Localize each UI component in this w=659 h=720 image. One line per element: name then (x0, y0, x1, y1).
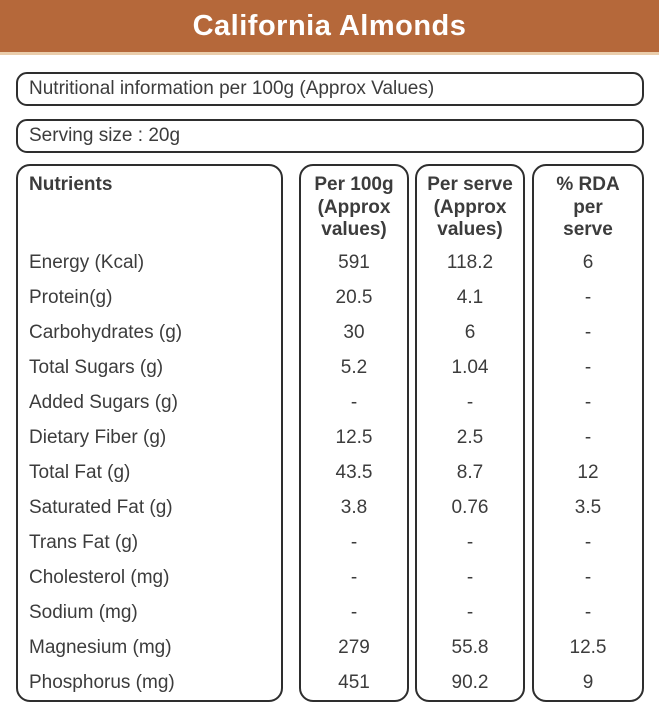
serving-size-pill: Serving size : 20g (16, 119, 644, 153)
nutrient-name: Trans Fat (g) (29, 531, 139, 553)
nutrient-name: Saturated Fat (g) (29, 496, 173, 518)
nutrient-name: Carbohydrates (g) (29, 321, 183, 343)
nutrient-value-perserve: - (466, 566, 474, 588)
nutrient-value-perserve: 0.76 (451, 496, 489, 518)
nutrient-value-perserve: - (466, 601, 474, 623)
nutrient-value-per100g: 591 (338, 251, 370, 273)
column-rda: % RDA per serve 6 - - - - - 12 3.5 - - - 12.5 9 (532, 164, 644, 702)
nutrient-value-perserve: 8.7 (456, 461, 484, 483)
nutrient-value-rda: - (584, 391, 592, 413)
nutrient-value-per100g: - (350, 391, 358, 413)
nutrient-value-perserve: - (466, 531, 474, 553)
nutrient-value-per100g: 279 (338, 636, 370, 658)
nutrient-value-rda: 12.5 (569, 636, 607, 658)
nutrient-value-perserve: 6 (464, 321, 476, 343)
nutrient-value-rda: 12 (577, 461, 599, 483)
nutrient-value-per100g: - (350, 566, 358, 588)
nutrient-value-per100g: - (350, 531, 358, 553)
nutrient-value-per100g: 12.5 (335, 426, 373, 448)
nutrition-table: Nutrients Energy (Kcal) Protein(g) Carbohy… (16, 164, 659, 702)
rda-rows: 6 - - - - - 12 3.5 - - - 12.5 9 (534, 245, 642, 700)
nutritional-info-text: Nutritional information per 100g (Approx… (29, 78, 435, 99)
nutrient-value-rda: 9 (582, 671, 594, 693)
nutrient-value-rda: - (584, 531, 592, 553)
nutrient-value-perserve: 118.2 (446, 251, 494, 273)
column-header-per-100g: Per 100g (Approx values) (314, 174, 394, 240)
nutrient-value-rda: - (584, 286, 592, 308)
nutrient-name: Phosphorus (mg) (29, 671, 175, 693)
nutritional-info-pill: Nutritional information per 100g (Approx… (16, 72, 644, 106)
nutrient-name: Dietary Fiber (g) (29, 426, 167, 448)
column-per-serve: Per serve (Approx values) 118.2 4.1 6 1.04 -… (415, 164, 525, 702)
serving-size-text: Serving size : 20g (29, 125, 181, 146)
nutrient-value-per100g: - (350, 601, 358, 623)
per-100g-rows: 591 20.5 30 5.2 - 12.5 43.5 3.8 - - - 279 451 (301, 245, 407, 700)
nutrient-value-per100g: 5.2 (340, 356, 368, 378)
nutrient-value-perserve: 90.2 (451, 671, 489, 693)
nutrient-value-rda: - (584, 321, 592, 343)
nutrient-value-rda: - (584, 426, 592, 448)
nutrient-value-perserve: - (466, 391, 474, 413)
column-header-per-serve: Per serve (Approx values) (427, 174, 513, 240)
nutrient-value-perserve: 1.04 (451, 356, 489, 378)
nutrients-rows: Energy (Kcal) Protein(g) Carbohydrates (g)… (18, 245, 281, 700)
column-nutrients: Nutrients Energy (Kcal) Protein(g) Carbohy… (16, 164, 283, 702)
nutrient-value-per100g: 3.8 (340, 496, 368, 518)
nutrient-name: Total Sugars (g) (29, 356, 164, 378)
nutrient-value-perserve: 4.1 (456, 286, 484, 308)
nutrient-value-rda: - (584, 601, 592, 623)
nutrient-name: Cholesterol (mg) (29, 566, 170, 588)
nutrient-value-rda: - (584, 356, 592, 378)
column-header-rda: % RDA per serve (556, 174, 620, 240)
column-header-nutrients: Nutrients (29, 174, 113, 195)
nutrient-value-rda: 3.5 (574, 496, 602, 518)
nutrient-value-rda: 6 (582, 251, 594, 273)
nutrient-value-per100g: 451 (338, 671, 370, 693)
nutrient-name: Magnesium (mg) (29, 636, 172, 658)
per-serve-rows: 118.2 4.1 6 1.04 - 2.5 8.7 0.76 - - - 55.8 90.2 (417, 245, 523, 700)
nutrient-value-rda: - (584, 566, 592, 588)
nutrient-name: Energy (Kcal) (29, 251, 145, 273)
page-title: California Almonds (192, 9, 467, 42)
nutrient-name: Total Fat (g) (29, 461, 131, 483)
nutrient-name: Protein(g) (29, 286, 113, 308)
nutrient-value-per100g: 20.5 (335, 286, 373, 308)
nutrient-value-perserve: 2.5 (456, 426, 484, 448)
nutrient-name: Added Sugars (g) (29, 391, 178, 413)
nutrient-value-perserve: 55.8 (451, 636, 489, 658)
nutrient-name: Sodium (mg) (29, 601, 138, 623)
nutrient-value-per100g: 43.5 (335, 461, 373, 483)
nutrient-value-per100g: 30 (343, 321, 365, 343)
title-band: California Almonds (0, 0, 659, 55)
column-per-100g: Per 100g (Approx values) 591 20.5 30 5.2 - 12… (299, 164, 409, 702)
